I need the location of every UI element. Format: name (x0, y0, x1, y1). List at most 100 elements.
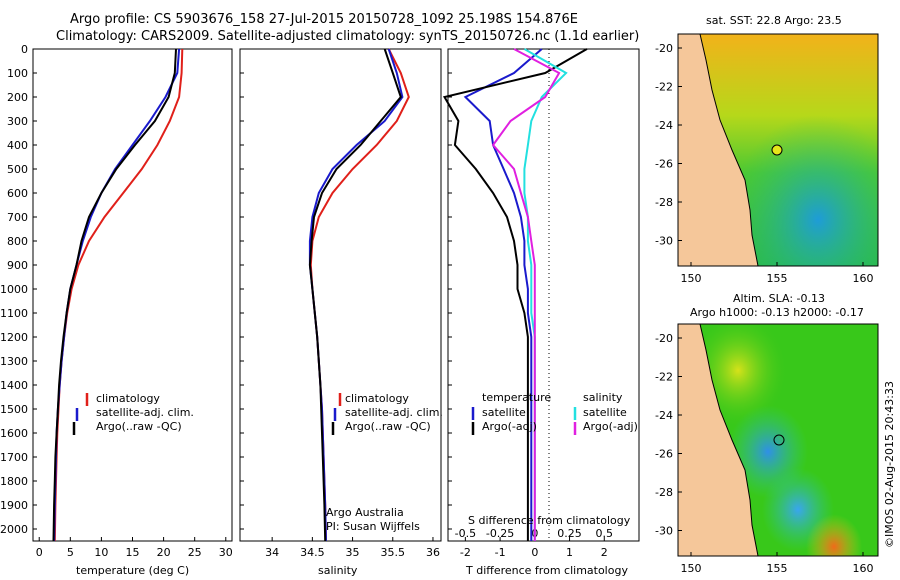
x-tick-label: 25 (188, 546, 202, 559)
map-y-tick-label: -30 (655, 235, 673, 248)
salinity-x-axis: 34 34.5 35 35.5 36 (265, 537, 440, 559)
series-line (309, 48, 410, 542)
depth-tick-label: 2000 (0, 523, 28, 536)
salinity-series (308, 48, 410, 542)
map-y-tick-label: -24 (655, 409, 673, 422)
sla-map-title1: Altim. SLA: -0.13 (733, 292, 826, 305)
legend-climatology: climatology (96, 392, 160, 405)
sla-map-title2: Argo h1000: -0.13 h2000: -0.17 (690, 306, 864, 319)
legend3-s-satellite: satellite (583, 406, 627, 419)
depth-tick-label: 500 (7, 163, 28, 176)
x-tick-label: 35.5 (381, 546, 406, 559)
sst-float-marker (771, 144, 783, 156)
depth-tick-label: 1200 (0, 331, 28, 344)
map-x-tick-label: 155 (767, 272, 788, 285)
x-top-tick-label: 0.25 (557, 527, 582, 540)
s-diff-label: S difference from climatology (468, 514, 631, 527)
x-tick-label: 20 (157, 546, 171, 559)
x-tick-label: 36 (426, 546, 440, 559)
series-line (491, 48, 561, 541)
map-y-tick-label: -24 (655, 119, 673, 132)
sla-map (677, 323, 879, 557)
sst-map-title: sat. SST: 22.8 Argo: 23.5 (706, 14, 842, 27)
x-tick-label: -1 (495, 546, 506, 559)
map-y-tick-label: -28 (655, 486, 673, 499)
difference-panel (447, 48, 640, 542)
sla-float-marker (773, 434, 785, 446)
x-tick-label: -2 (460, 546, 471, 559)
depth-tick-label: 100 (7, 67, 28, 80)
depth-tick-label: 700 (7, 211, 28, 224)
series-line (52, 48, 177, 542)
legend2-climatology: climatology (345, 392, 409, 405)
sst-land (678, 34, 758, 266)
depth-tick-label: 600 (7, 187, 28, 200)
x-tick-label: 5 (67, 546, 74, 559)
depth-axis: 0 100 200 300 400 500 600 700 800 900 1000 1100 1200… (0, 43, 452, 536)
legend-argo: Argo(..raw -QC) (96, 420, 182, 433)
temperature-panel (32, 48, 233, 542)
map-y-tick-label: -22 (655, 371, 673, 384)
depth-tick-label: 1800 (0, 475, 28, 488)
map-x-tick-label: 155 (767, 562, 788, 575)
x-tick-label: 0 (531, 546, 538, 559)
map-x-tick-label: 150 (681, 562, 702, 575)
x-tick-label: 34 (265, 546, 279, 559)
salinity-axis-label: salinity (318, 564, 358, 577)
map-x-tick-label: 160 (853, 562, 874, 575)
depth-tick-label: 0 (21, 43, 28, 56)
x-top-tick-label: 0.5 (596, 527, 614, 540)
depth-tick-label: 1400 (0, 379, 28, 392)
sla-frame (677, 323, 879, 557)
depth-tick-label: 800 (7, 235, 28, 248)
header-title-line1: Argo profile: CS 5903676_158 27-Jul-2015… (70, 12, 579, 27)
map-y-tick-label: -28 (655, 196, 673, 209)
t-diff-axis-label: T difference from climatology (466, 564, 628, 577)
depth-tick-label: 300 (7, 115, 28, 128)
map-x-tick-label: 150 (681, 272, 702, 285)
temperature-axis-label: temperature (deg C) (76, 564, 190, 577)
depth-tick-label: 900 (7, 259, 28, 272)
map-axes: -20 -22 -24 -26 -28 -30 150 155 160 -20 -22 -24 -26 -… (655, 42, 873, 575)
x-tick-label: 35 (346, 546, 360, 559)
sst-map (677, 33, 879, 267)
depth-tick-label: 200 (7, 91, 28, 104)
depth-tick-label: 1000 (0, 283, 28, 296)
map-y-tick-label: -20 (655, 42, 673, 55)
credit-text: ©IMOS 02-Aug-2015 20:43:33 (883, 381, 896, 548)
map-y-tick-label: -26 (655, 158, 673, 171)
legend3-s-argo: Argo(-adj) (583, 420, 638, 433)
legend2-satellite: satellite-adj. clim. (345, 406, 443, 419)
legend3-t-argo: Argo(-adj) (482, 420, 537, 433)
map-y-tick-label: -20 (655, 332, 673, 345)
x-tick-label: 15 (126, 546, 140, 559)
temperature-series (52, 48, 184, 542)
sla-coastline (699, 323, 759, 557)
series-line (53, 48, 184, 542)
series-line (53, 48, 181, 542)
x-top-tick-label: -0.5 (455, 527, 476, 540)
depth-tick-label: 1500 (0, 403, 28, 416)
salinity-panel (239, 48, 442, 542)
depth-tick-label: 1600 (0, 427, 28, 440)
x-tick-label: 2 (601, 546, 608, 559)
sst-coastline (699, 33, 759, 267)
depth-tick-label: 400 (7, 139, 28, 152)
series-line (308, 48, 402, 542)
legend3-temperature-title: temperature (482, 391, 552, 404)
difference-series (442, 48, 588, 541)
legend-satellite: satellite-adj. clim. (96, 406, 194, 419)
header-title-line2: Climatology: CARS2009. Satellite-adjuste… (56, 29, 640, 44)
x-top-tick-label: -0.25 (486, 527, 514, 540)
temperature-x-axis: 0 5 10 15 20 25 30 (36, 537, 233, 559)
legend3-salinity-title: salinity (583, 391, 623, 404)
series-line (442, 48, 588, 541)
series-line (463, 48, 543, 541)
x-tick-label: 10 (94, 546, 108, 559)
map-y-tick-label: -30 (655, 525, 673, 538)
sst-frame (677, 33, 879, 267)
depth-tick-label: 1100 (0, 307, 28, 320)
depth-tick-label: 1900 (0, 499, 28, 512)
map-y-tick-label: -22 (655, 81, 673, 94)
